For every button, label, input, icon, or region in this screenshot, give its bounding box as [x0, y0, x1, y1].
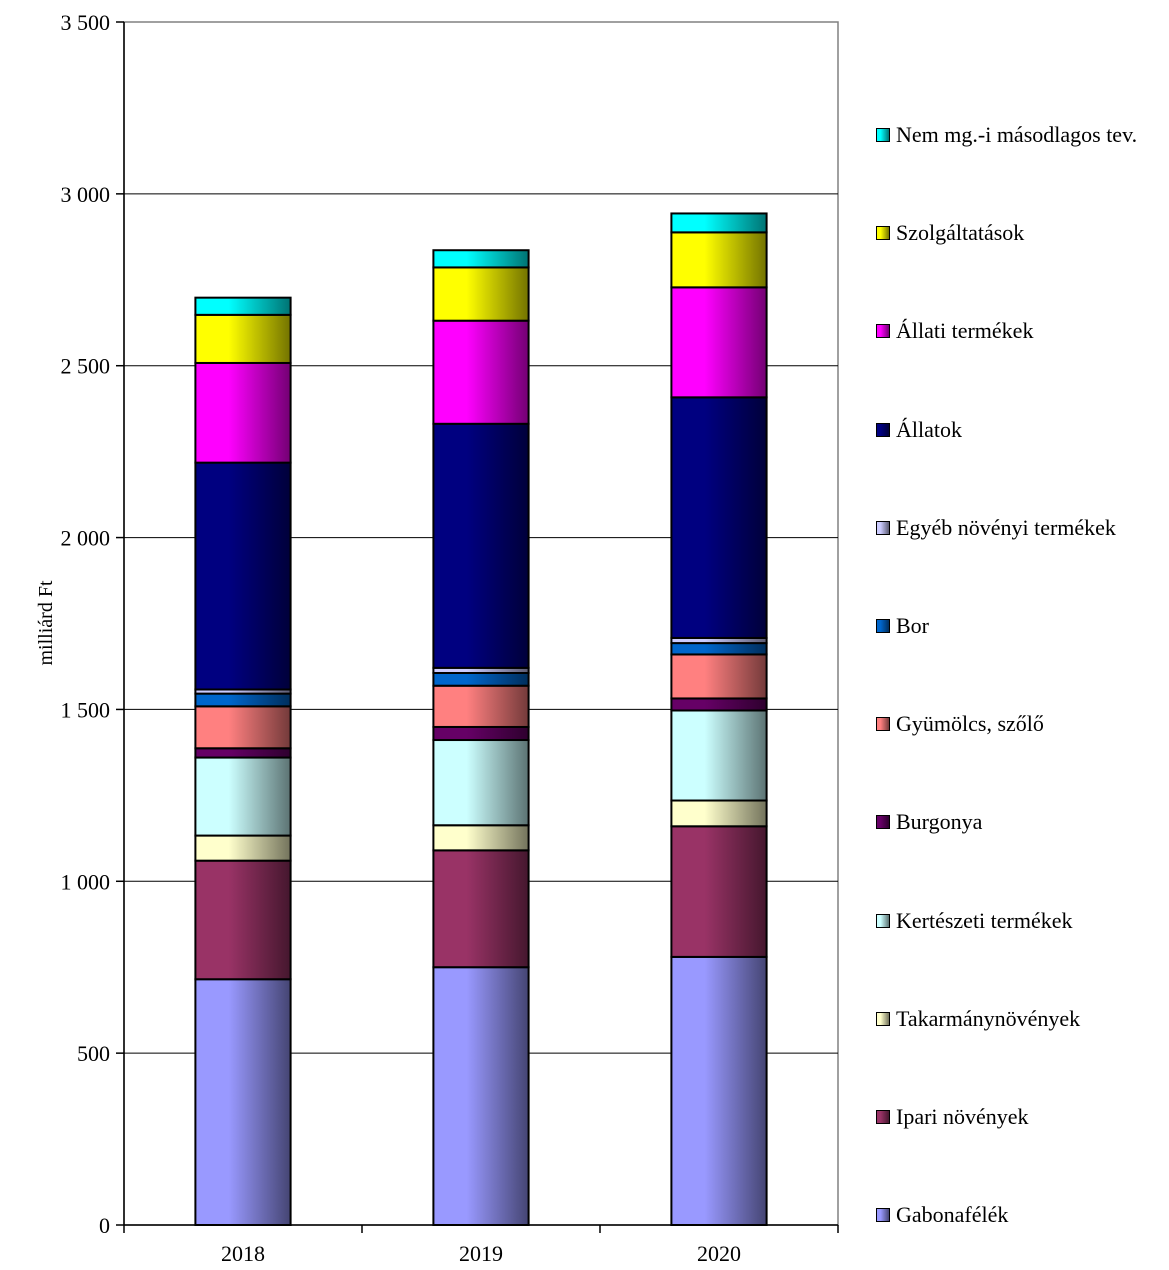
- bar-2020-szolgaltatasok: [670, 231, 768, 289]
- bar-2020-allatok: [670, 396, 768, 639]
- bar-2019-gyumolcs-szolo: [432, 684, 530, 728]
- legend-label: Nem mg.-i másodlagos tev.: [896, 122, 1138, 147]
- y-tick-label: 3 500: [61, 10, 111, 35]
- bar-2020-allati-termekek: [670, 286, 768, 399]
- bars: [194, 212, 768, 1226]
- legend-label: Gabonafélék: [896, 1202, 1009, 1228]
- legend-label: Szolgáltatások: [896, 220, 1025, 246]
- bar-2020-nem-mg-i-masodlagos-tev: [670, 212, 768, 234]
- bar-2019-bor: [432, 671, 530, 687]
- y-tick-label: 1 000: [61, 869, 111, 894]
- legend-item-bor: Bor: [876, 613, 1166, 639]
- bar-2018-allatok: [194, 461, 292, 691]
- bar-2019-gabonafelek: [432, 966, 530, 1226]
- bar-2019-szolgaltatasok: [432, 266, 530, 322]
- legend-swatch: [876, 226, 890, 241]
- legend-swatch: [876, 619, 890, 633]
- bar-2019-takarmanynovenyek: [432, 824, 530, 852]
- bar-2019-kerteszeti-termekek: [432, 739, 530, 827]
- legend-item-allatok: Állatok: [876, 417, 1166, 443]
- bar-2018-bor: [194, 692, 292, 708]
- bar-2020-gyumolcs-szolo: [670, 653, 768, 700]
- y-tick-label: 500: [77, 1041, 110, 1066]
- legend-item-burgonya: Burgonya: [876, 809, 1166, 835]
- legend-label: Burgonya: [896, 809, 983, 835]
- y-tick-label: 3 000: [61, 182, 111, 207]
- bar-2020-burgonya: [670, 697, 768, 712]
- x-tick-label: 2020: [697, 1241, 741, 1266]
- legend-swatch: [876, 1208, 890, 1223]
- legend-swatch: [876, 128, 890, 142]
- x-tick-label: 2019: [459, 1241, 503, 1266]
- legend-swatch: [876, 1011, 890, 1026]
- legend-item-gabonafelek: Gabonafélék: [876, 1202, 1166, 1228]
- legend-swatch: [876, 324, 890, 339]
- legend-item-allati-termekek: Állati termékek: [876, 318, 1166, 344]
- y-tick-label: 1 500: [61, 697, 111, 722]
- legend-swatch: [876, 913, 890, 928]
- bar-2019-burgonya: [432, 725, 530, 742]
- x-tick-label: 2018: [221, 1241, 265, 1266]
- bar-2018-szolgaltatasok: [194, 313, 292, 364]
- legend-swatch: [876, 1110, 890, 1124]
- bar-2018-gyumolcs-szolo: [194, 705, 292, 750]
- x-axis-ticks: 2018 2019 2020: [123, 1225, 839, 1266]
- y-axis-ticks: 0 500 1 000 1 500 2 000 2 500 3 000 3 500: [61, 10, 124, 1238]
- legend-item-takarmanynovenyek: Takarmánynövények: [876, 1006, 1166, 1032]
- legend-label: Bor: [896, 613, 929, 638]
- bar-2019-ipari-novenyek: [432, 849, 530, 969]
- legend-label: Állatok: [896, 416, 962, 442]
- legend-label: Állati termékek: [896, 318, 1034, 344]
- bar-2019-allati-termekek: [432, 319, 530, 425]
- bar-2018-burgonya: [194, 747, 292, 759]
- y-tick-label: 2 000: [61, 526, 111, 551]
- bar-2020-ipari-novenyek: [670, 825, 768, 958]
- legend-swatch: [876, 520, 890, 535]
- bar-2018-kerteszeti-termekek: [194, 756, 292, 837]
- bar-2018-allati-termekek: [194, 361, 292, 464]
- bar-2020-kerteszeti-termekek: [670, 709, 768, 802]
- legend-item-egyeb-novenyi-termekek: Egyéb növényi termékek: [876, 515, 1166, 541]
- legend-item-gyumolcs-szolo: Gyümölcs, szőlő: [876, 711, 1166, 737]
- legend-label: Takarmánynövények: [896, 1005, 1081, 1031]
- y-axis-title: milliárd Ft: [35, 580, 57, 665]
- legend-label: Egyéb növényi termékek: [896, 514, 1116, 540]
- legend-item-szolgaltatasok: Szolgáltatások: [876, 220, 1166, 246]
- bar-2018-ipari-novenyek: [194, 859, 292, 981]
- legend-label: Kertészeti termékek: [896, 907, 1073, 933]
- legend-swatch: [876, 717, 890, 732]
- legend-item-nem-mg-i-masodlagos-tev: Nem mg.-i másodlagos tev.: [876, 122, 1166, 148]
- bar-2018-gabonafelek: [194, 978, 292, 1226]
- legend-swatch: [876, 815, 890, 830]
- legend-item-kerteszeti-termekek: Kertészeti termékek: [876, 908, 1166, 934]
- bar-2018-nem-mg-i-masodlagos-tev: [194, 296, 292, 316]
- y-tick-label: 2 500: [61, 354, 111, 379]
- legend-swatch: [876, 422, 890, 437]
- legend-item-ipari-novenyek: Ipari növények: [876, 1104, 1166, 1130]
- bar-2020-takarmanynovenyek: [670, 799, 768, 828]
- bar-2020-gabonafelek: [670, 955, 768, 1226]
- bar-2020-bor: [670, 642, 768, 656]
- legend-label: Ipari növények: [896, 1104, 1029, 1129]
- bar-2019-nem-mg-i-masodlagos-tev: [432, 249, 530, 269]
- legend-label: Gyümölcs, szőlő: [896, 711, 1044, 737]
- bar-2018-takarmanynovenyek: [194, 834, 292, 862]
- y-tick-label: 0: [99, 1213, 110, 1238]
- bar-2019-allatok: [432, 422, 530, 669]
